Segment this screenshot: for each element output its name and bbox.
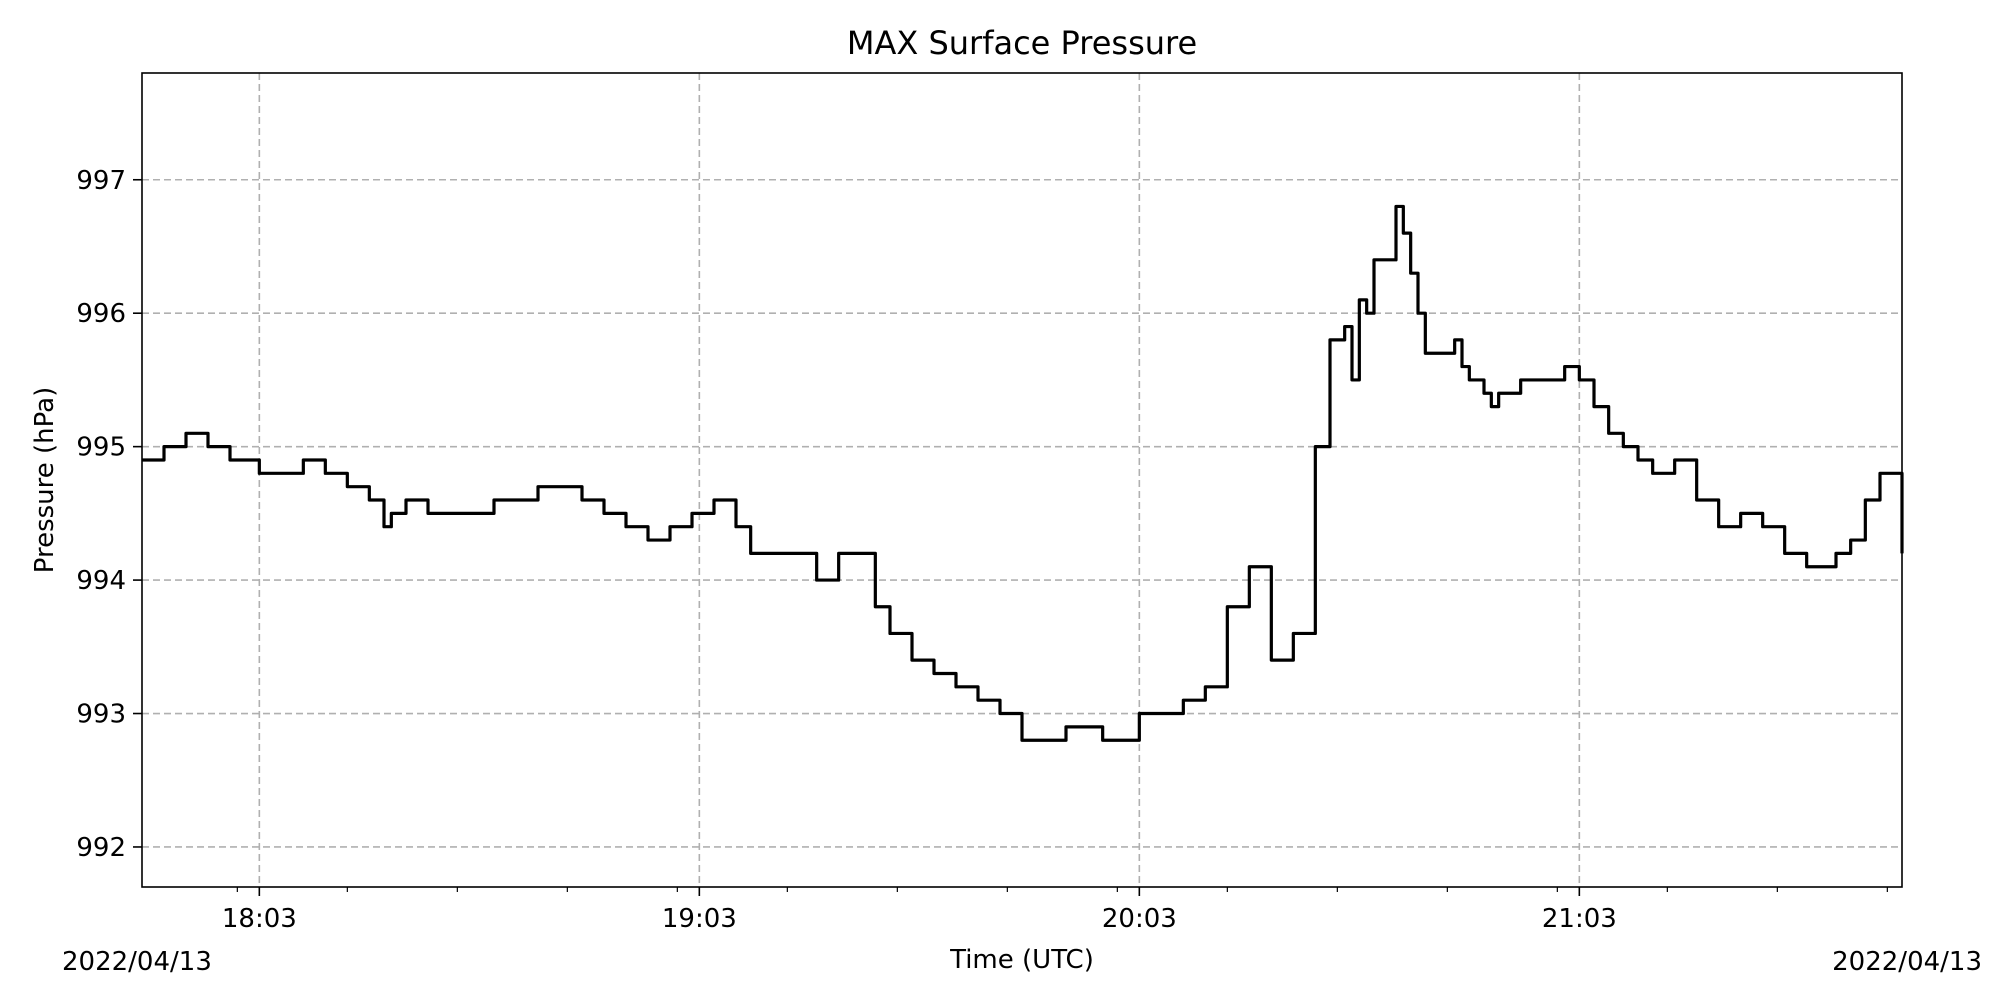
y-tick-label: 992 xyxy=(76,833,126,863)
plot-frame xyxy=(141,72,1903,888)
pressure-series-line xyxy=(142,204,1904,742)
grid-lines xyxy=(142,73,1902,887)
y-tick-label: 993 xyxy=(76,700,126,730)
y-tick-label: 995 xyxy=(76,433,126,463)
y-axis-ticks: 992 993 994 995 996 997 xyxy=(76,166,142,863)
x-tick-label: 20:03 xyxy=(1102,904,1177,934)
x-axis-ticks: 18:03 19:03 20:03 21:03 xyxy=(222,887,1888,934)
x-tick-label: 19:03 xyxy=(662,904,737,934)
x-start-date-label: 2022/04/13 xyxy=(62,947,212,977)
y-axis-label: Pressure (hPa) xyxy=(30,387,60,574)
x-end-date-label: 2022/04/13 xyxy=(1832,947,1982,977)
chart-title: MAX Surface Pressure xyxy=(847,24,1197,62)
x-tick-label: 21:03 xyxy=(1542,904,1617,934)
y-tick-label: 994 xyxy=(76,566,126,596)
x-axis-label: Time (UTC) xyxy=(949,945,1094,975)
x-tick-label: 18:03 xyxy=(222,904,297,934)
y-tick-label: 997 xyxy=(76,166,126,196)
y-tick-label: 996 xyxy=(76,299,126,329)
